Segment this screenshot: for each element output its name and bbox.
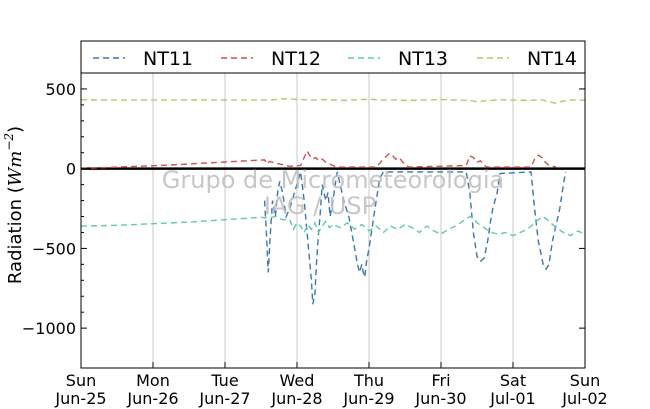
x-tick-label-day: Wed	[280, 371, 315, 390]
watermark-line-2: IAG / USP	[264, 192, 376, 220]
y-tick-label: 500	[45, 80, 76, 99]
legend-frame	[80, 40, 586, 74]
y-axis-label-prefix: Radiation (	[5, 186, 26, 284]
series-line-nt11	[263, 171, 567, 305]
y-axis-label-unit: Wm	[5, 151, 26, 187]
y-tick-label: 0	[66, 160, 76, 179]
legend-label-nt14: NT14	[527, 48, 577, 70]
legend-label-nt11: NT11	[143, 48, 193, 70]
y-axis-label: Radiation (Wm−2)	[2, 126, 26, 284]
x-tick-label-date: Jun-28	[270, 389, 322, 408]
series-line-nt13	[81, 215, 585, 237]
series-line-nt12	[81, 149, 557, 169]
y-tick-label: −1000	[22, 319, 76, 338]
watermark-line-1: Grupo de Micrometeorologia	[162, 166, 504, 194]
plot-frame	[80, 72, 586, 369]
y-axis: 500 0 −500 −1000	[22, 80, 585, 338]
y-axis-label-suffix: )	[5, 126, 26, 133]
x-tick-label-date: Jun-29	[342, 389, 394, 408]
legend-label-nt13: NT13	[398, 48, 448, 70]
watermark: Grupo de Micrometeorologia IAG / USP	[162, 166, 504, 220]
x-tick-label-day: Sun	[570, 371, 600, 390]
x-axis: SunJun-25MonJun-26TueJun-27WedJun-28ThuJ…	[54, 362, 608, 408]
x-tick-label-day: Tue	[210, 371, 238, 390]
grid-lines	[152, 73, 514, 368]
x-tick-label-date: Jul-02	[561, 389, 607, 408]
x-tick-label-day: Thu	[353, 371, 384, 390]
x-tick-label-date: Jun-26	[126, 389, 178, 408]
y-axis-label-exponent: −2	[2, 133, 16, 151]
x-tick-label-day: Mon	[136, 371, 170, 390]
x-tick-label-day: Sun	[66, 371, 96, 390]
x-tick-label-day: Fri	[431, 371, 450, 390]
x-tick-label-date: Jun-30	[414, 389, 466, 408]
x-tick-label-date: Jun-25	[54, 389, 106, 408]
x-tick-label-date: Jun-27	[198, 389, 250, 408]
y-tick-label: −500	[32, 239, 76, 258]
x-tick-label-day: Sat	[500, 371, 526, 390]
x-tick-label-date: Jul-01	[489, 389, 535, 408]
legend-label-nt12: NT12	[271, 48, 321, 70]
series-line-nt14	[81, 98, 585, 105]
series-group	[81, 98, 585, 305]
legend: NT11 NT12 NT13 NT14	[80, 40, 586, 74]
